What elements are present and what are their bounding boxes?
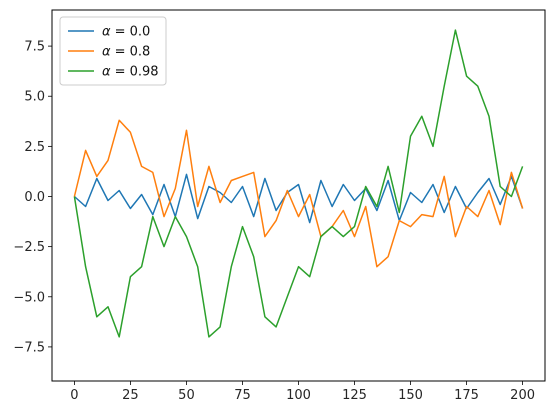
y-tick-label: −5.0	[13, 290, 45, 305]
x-tick-label: 125	[342, 388, 367, 403]
x-tick-label: 175	[454, 388, 479, 403]
legend-label-1: α = 0.8	[102, 45, 150, 60]
y-tick-label: 5.0	[24, 90, 45, 105]
series-line-1	[73, 119, 524, 268]
legend-alpha-symbol: α	[102, 65, 111, 80]
y-tick-label: 0.0	[24, 190, 45, 205]
x-tick-label: 75	[234, 388, 251, 403]
legend-alpha-symbol: α	[102, 25, 111, 40]
legend-label-2: α = 0.98	[102, 65, 159, 80]
legend-alpha-value: = 0.8	[115, 45, 151, 60]
legend-alpha-symbol: α	[102, 45, 111, 60]
x-axis: 0 25 50 75 100 125 150 175 200	[70, 381, 535, 403]
x-tick-label: 0	[70, 388, 78, 403]
legend-alpha-value: = 0.0	[115, 25, 151, 40]
y-tick-label: 7.5	[24, 40, 45, 55]
x-tick-label: 200	[510, 388, 535, 403]
legend-alpha-value: = 0.98	[115, 65, 159, 80]
plot-lines	[73, 29, 524, 338]
legend: α = 0.0 α = 0.8 α = 0.98	[59, 16, 167, 86]
series-line-2	[73, 29, 524, 338]
legend-box	[59, 16, 167, 86]
y-tick-label: −2.5	[13, 240, 45, 255]
y-tick-label: 2.5	[24, 140, 45, 155]
x-tick-label: 150	[398, 388, 423, 403]
x-tick-label: 100	[286, 388, 311, 403]
series-line-0	[73, 173, 524, 224]
y-axis: −7.5 −5.0 −2.5 0.0 2.5 5.0 7.5	[13, 40, 52, 355]
y-tick-label: −7.5	[13, 340, 45, 355]
x-tick-label: 50	[178, 388, 195, 403]
legend-label-0: α = 0.0	[102, 25, 150, 40]
x-tick-label: 25	[122, 388, 139, 403]
